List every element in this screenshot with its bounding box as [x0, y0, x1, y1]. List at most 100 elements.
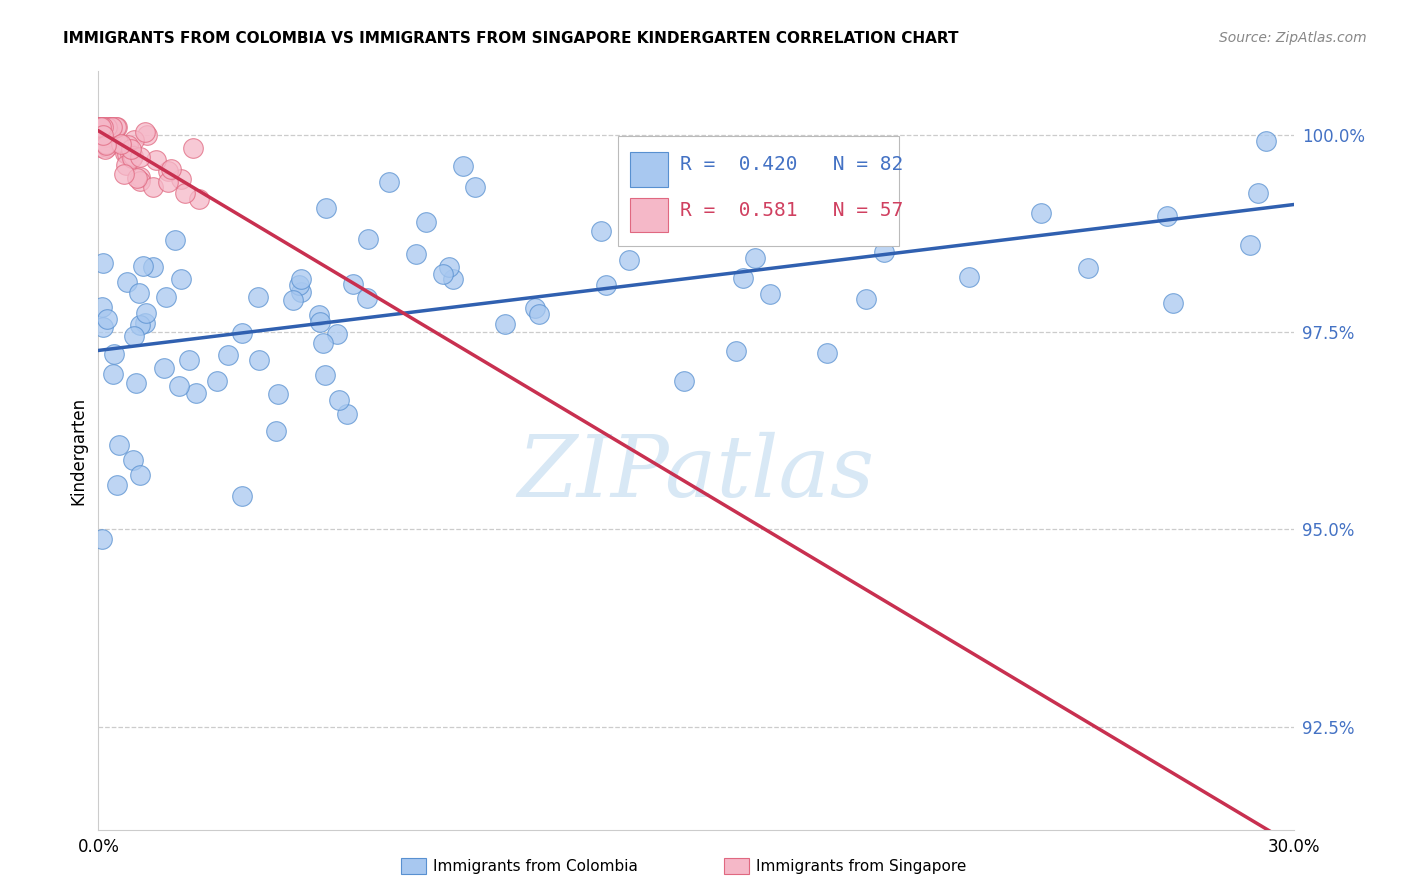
- Point: [107, 135, 129, 149]
- Point: [98, 125, 121, 139]
- Point: [315, 201, 337, 215]
- Text: R =  0.581   N = 57: R = 0.581 N = 57: [681, 201, 904, 219]
- Point: [131, 259, 153, 273]
- Point: [170, 272, 193, 286]
- Point: [96, 140, 118, 154]
- Y-axis label: Kindergarten: Kindergarten: [69, 396, 87, 505]
- Point: [120, 146, 142, 161]
- Point: [89, 120, 111, 134]
- Point: [153, 361, 176, 376]
- Point: [91, 256, 114, 270]
- Point: [103, 347, 125, 361]
- Point: [90, 120, 112, 134]
- Point: [89, 120, 111, 134]
- Point: [464, 180, 486, 194]
- Point: [89, 140, 111, 154]
- Point: [217, 347, 239, 361]
- Text: Immigrants from Singapore: Immigrants from Singapore: [756, 859, 967, 873]
- Point: [437, 260, 460, 275]
- Point: [1247, 186, 1270, 200]
- Point: [336, 407, 359, 421]
- Point: [129, 318, 152, 332]
- Point: [1029, 206, 1052, 220]
- Text: IMMIGRANTS FROM COLOMBIA VS IMMIGRANTS FROM SINGAPORE KINDERGARTEN CORRELATION C: IMMIGRANTS FROM COLOMBIA VS IMMIGRANTS F…: [63, 31, 959, 46]
- Point: [231, 326, 253, 340]
- Point: [129, 174, 152, 188]
- Point: [405, 246, 427, 260]
- Point: [134, 125, 156, 139]
- Point: [451, 160, 474, 174]
- Text: Source: ZipAtlas.com: Source: ZipAtlas.com: [1219, 31, 1367, 45]
- Point: [167, 378, 190, 392]
- Text: R =  0.420   N = 82: R = 0.420 N = 82: [681, 155, 904, 174]
- Point: [287, 278, 309, 293]
- Point: [125, 376, 148, 390]
- Bar: [630, 198, 668, 232]
- Point: [494, 317, 516, 331]
- Point: [91, 532, 114, 546]
- Point: [91, 320, 114, 334]
- Point: [128, 150, 150, 164]
- Point: [957, 270, 980, 285]
- Point: [91, 120, 114, 134]
- Point: [117, 138, 139, 153]
- Point: [247, 290, 270, 304]
- Point: [157, 164, 180, 178]
- Point: [98, 127, 121, 141]
- Point: [98, 120, 121, 135]
- Point: [122, 453, 145, 467]
- Text: ZIPatlas: ZIPatlas: [517, 432, 875, 515]
- Point: [862, 184, 884, 198]
- Point: [160, 162, 183, 177]
- Point: [356, 292, 378, 306]
- Point: [290, 285, 312, 299]
- Point: [89, 120, 111, 134]
- Point: [89, 120, 111, 134]
- Point: [308, 308, 330, 322]
- Point: [281, 293, 304, 307]
- Point: [174, 186, 197, 201]
- Point: [104, 120, 127, 134]
- Point: [89, 122, 111, 136]
- Point: [873, 245, 896, 260]
- Point: [155, 290, 177, 304]
- Point: [121, 151, 143, 165]
- Point: [855, 292, 877, 306]
- Point: [617, 253, 640, 268]
- Point: [527, 307, 550, 321]
- Point: [744, 252, 766, 266]
- Point: [165, 233, 187, 247]
- Point: [91, 301, 114, 315]
- Point: [314, 368, 336, 383]
- Point: [115, 275, 138, 289]
- Point: [207, 374, 229, 388]
- Point: [128, 467, 150, 482]
- Point: [731, 271, 754, 285]
- Point: [378, 175, 401, 189]
- Point: [591, 224, 613, 238]
- Bar: [630, 153, 668, 186]
- Point: [184, 386, 207, 401]
- Point: [122, 133, 145, 147]
- Point: [101, 368, 124, 382]
- Point: [1161, 295, 1184, 310]
- Point: [104, 131, 127, 145]
- Text: Immigrants from Colombia: Immigrants from Colombia: [433, 859, 638, 873]
- Point: [125, 171, 148, 186]
- Point: [1077, 260, 1099, 275]
- Point: [89, 132, 111, 146]
- FancyBboxPatch shape: [619, 136, 900, 245]
- Point: [100, 120, 122, 134]
- Point: [105, 120, 128, 134]
- Point: [124, 329, 146, 343]
- Point: [309, 314, 332, 328]
- Point: [96, 126, 118, 140]
- Point: [342, 277, 364, 291]
- Point: [157, 175, 180, 189]
- Point: [122, 148, 145, 162]
- Point: [107, 438, 129, 452]
- Point: [96, 137, 118, 152]
- Point: [96, 130, 118, 145]
- Point: [187, 192, 209, 206]
- Point: [89, 127, 111, 141]
